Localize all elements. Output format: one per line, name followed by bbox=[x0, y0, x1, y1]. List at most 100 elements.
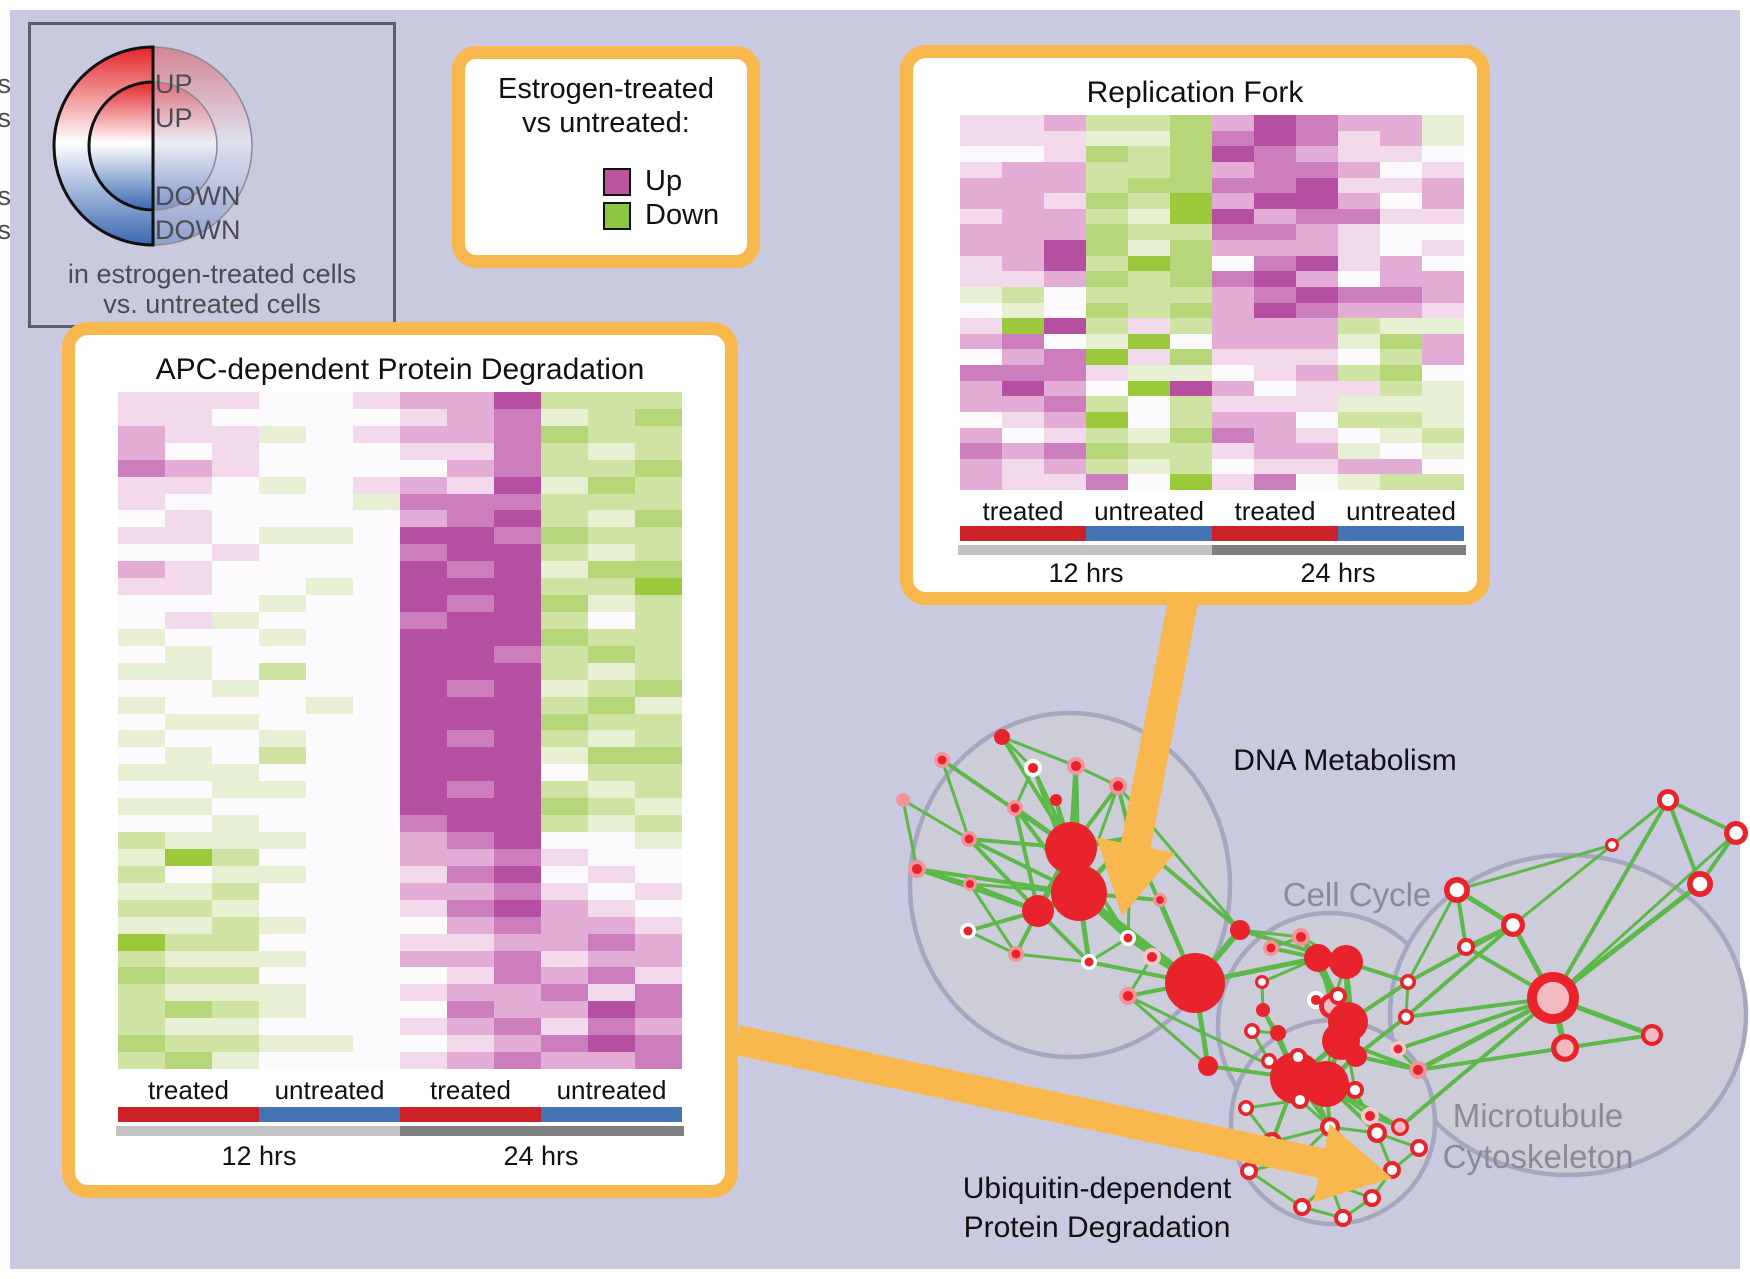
heatmap-cell bbox=[165, 425, 212, 443]
heatmap-cell bbox=[1170, 271, 1212, 287]
heatmap-cell bbox=[1296, 474, 1338, 490]
heatmap-cell bbox=[1170, 365, 1212, 381]
heatmap-cell bbox=[165, 408, 212, 426]
heatmap-cell bbox=[306, 662, 353, 680]
heatmap-cell bbox=[165, 612, 212, 629]
network-node-core bbox=[1449, 882, 1465, 898]
down-color-swatch bbox=[603, 201, 631, 230]
heatmap-cell bbox=[1254, 130, 1296, 147]
heatmap-cell bbox=[635, 882, 682, 900]
network-edge bbox=[1398, 996, 1555, 1129]
heatmap-cell bbox=[306, 628, 353, 646]
heatmap-cell bbox=[118, 933, 165, 951]
heatmap-cell bbox=[588, 865, 635, 883]
heatmap-cell bbox=[494, 442, 541, 460]
heatmap-cell bbox=[259, 832, 306, 849]
network-edge bbox=[1512, 798, 1669, 927]
heatmap-cell bbox=[541, 408, 588, 426]
heatmap-cell bbox=[1086, 146, 1128, 162]
network-edge bbox=[1397, 996, 1554, 1051]
heatmap-cell bbox=[1128, 240, 1170, 256]
heatmap-cell bbox=[635, 984, 682, 1002]
heatmap-cell bbox=[1422, 349, 1464, 365]
heatmap-cell bbox=[1086, 365, 1128, 381]
heatmap-cell bbox=[960, 255, 1002, 272]
apc-treatment-bars bbox=[118, 1107, 682, 1122]
network-edge bbox=[967, 929, 1017, 956]
heatmap-cell bbox=[1002, 474, 1044, 490]
heatmap-cell bbox=[447, 1035, 494, 1053]
heatmap-cell bbox=[494, 476, 541, 494]
heatmap-cell bbox=[259, 798, 306, 816]
apc-panel: APC-dependent Protein Degradation treate… bbox=[62, 322, 738, 1198]
heatmap-cell bbox=[1128, 130, 1170, 147]
heatmap-cell bbox=[400, 967, 447, 985]
heatmap-cell bbox=[400, 933, 447, 951]
heatmap-cell bbox=[353, 696, 400, 714]
heatmap-cell bbox=[1128, 411, 1170, 428]
heatmap-cell bbox=[353, 950, 400, 968]
heatmap-cell bbox=[165, 916, 212, 934]
network-edge bbox=[1406, 889, 1459, 983]
heatmap-cell bbox=[635, 645, 682, 663]
heatmap-cell bbox=[400, 848, 447, 866]
heatmap-cell bbox=[1254, 443, 1296, 459]
heatmap-cell bbox=[118, 662, 165, 680]
heatmap-cell bbox=[306, 645, 353, 663]
heatmap-cell bbox=[1002, 427, 1044, 444]
heatmap-cell bbox=[306, 950, 353, 968]
heatmap-cell bbox=[1296, 286, 1338, 303]
heatmap-cell bbox=[1212, 396, 1254, 412]
heatmap-cell bbox=[1212, 208, 1254, 225]
heatmap-cell bbox=[353, 967, 400, 985]
heatmap-cell bbox=[1380, 146, 1422, 162]
heatmap-cell bbox=[118, 408, 165, 426]
heatmap-cell bbox=[494, 679, 541, 697]
heatmap-cell bbox=[259, 950, 306, 968]
heatmap-cell bbox=[353, 392, 400, 409]
heatmap-cell bbox=[1422, 458, 1464, 475]
untreated-bar bbox=[1338, 526, 1464, 541]
heatmap-cell bbox=[1338, 286, 1380, 303]
heatmap-cell bbox=[1338, 146, 1380, 162]
group-label-treated: treated bbox=[982, 496, 1064, 526]
heatmap-cell bbox=[306, 1052, 353, 1069]
heatmap-cell bbox=[960, 208, 1002, 225]
network-node-core bbox=[964, 834, 974, 844]
network-node bbox=[1256, 1003, 1270, 1017]
heatmap-cell bbox=[259, 408, 306, 426]
heatmap-cell bbox=[353, 899, 400, 917]
heatmap-cell bbox=[165, 848, 212, 866]
heatmap-cell bbox=[259, 730, 306, 748]
heatmap-cell bbox=[165, 476, 212, 494]
heatmap-cell bbox=[306, 1035, 353, 1053]
heatmap-cell bbox=[1002, 255, 1044, 272]
heatmap-cell bbox=[306, 425, 353, 443]
heatmap-cell bbox=[353, 476, 400, 494]
heatmap-cell bbox=[1212, 177, 1254, 194]
heatmap-cell bbox=[212, 425, 259, 443]
heatmap-cell bbox=[588, 628, 635, 646]
network-edge bbox=[1127, 994, 1209, 1068]
heatmap-cell bbox=[1170, 349, 1212, 365]
heatmap-cell bbox=[1296, 224, 1338, 240]
heatmap-cell bbox=[588, 899, 635, 917]
heatmap-cell bbox=[447, 882, 494, 900]
heatmap-cell bbox=[118, 984, 165, 1002]
treated-bar bbox=[960, 526, 1086, 541]
heatmap-cell bbox=[447, 392, 494, 409]
direction-label: UP bbox=[155, 103, 193, 133]
network-node-core bbox=[1412, 1064, 1424, 1076]
heatmap-cell bbox=[588, 595, 635, 613]
heatmap-cell bbox=[165, 747, 212, 765]
heatmap-cell bbox=[212, 612, 259, 629]
heatmap-cell bbox=[400, 679, 447, 697]
heatmap-cell bbox=[118, 899, 165, 917]
network-edge bbox=[1667, 798, 1737, 835]
network-node-core bbox=[1393, 1044, 1403, 1054]
heatmap-cell bbox=[635, 493, 682, 511]
heatmap-cell bbox=[960, 349, 1002, 365]
heatmap-cell bbox=[212, 865, 259, 883]
heatmap-cell bbox=[1002, 115, 1044, 131]
heatmap-cell bbox=[118, 747, 165, 765]
